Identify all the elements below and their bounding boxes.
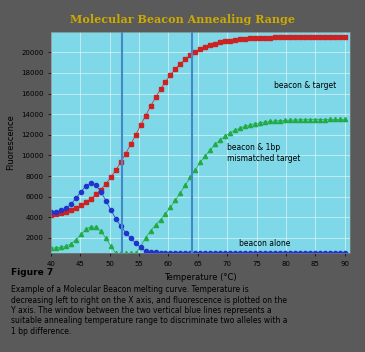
beacon alone bbox=[342, 251, 347, 256]
beacon & 1bp
mismatched target bbox=[99, 229, 103, 233]
X-axis label: Temperature (°C): Temperature (°C) bbox=[165, 273, 237, 282]
beacon alone bbox=[49, 210, 53, 214]
beacon & target bbox=[99, 187, 103, 191]
Text: beacon & target: beacon & target bbox=[274, 81, 337, 90]
beacon & 1bp
mismatched target bbox=[49, 246, 53, 250]
beacon & 1bp
mismatched target bbox=[153, 223, 158, 227]
beacon alone bbox=[238, 251, 242, 256]
beacon alone bbox=[128, 236, 133, 240]
Line: beacon & 1bp
mismatched target: beacon & 1bp mismatched target bbox=[49, 117, 347, 256]
beacon & target bbox=[149, 104, 153, 108]
beacon & target bbox=[233, 38, 237, 42]
beacon & target bbox=[134, 133, 138, 137]
Y-axis label: Fluorescence: Fluorescence bbox=[7, 115, 15, 170]
beacon & 1bp
mismatched target bbox=[128, 251, 133, 256]
beacon & 1bp
mismatched target bbox=[149, 229, 153, 233]
beacon alone bbox=[149, 250, 153, 254]
beacon & target bbox=[49, 213, 53, 217]
Text: beacon alone: beacon alone bbox=[239, 239, 290, 248]
beacon alone bbox=[138, 245, 143, 249]
beacon alone bbox=[153, 250, 158, 254]
Line: beacon alone: beacon alone bbox=[49, 181, 347, 256]
Text: Molecular Beacon Annealing Range: Molecular Beacon Annealing Range bbox=[70, 14, 295, 25]
Text: Example of a Molecular Beacon melting curve. Temperature is
decreasing left to r: Example of a Molecular Beacon melting cu… bbox=[11, 285, 288, 336]
beacon & target bbox=[342, 35, 347, 39]
beacon & 1bp
mismatched target bbox=[238, 126, 242, 130]
beacon & 1bp
mismatched target bbox=[138, 245, 143, 249]
beacon & 1bp
mismatched target bbox=[342, 117, 347, 121]
beacon alone bbox=[89, 181, 93, 186]
Text: Figure 7: Figure 7 bbox=[11, 268, 53, 277]
Line: beacon & target: beacon & target bbox=[49, 35, 347, 217]
beacon & 1bp
mismatched target bbox=[114, 251, 118, 256]
beacon & target bbox=[123, 151, 128, 156]
beacon & target bbox=[143, 113, 148, 118]
Text: beacon & 1bp
mismatched target: beacon & 1bp mismatched target bbox=[227, 143, 300, 163]
beacon alone bbox=[104, 199, 108, 203]
